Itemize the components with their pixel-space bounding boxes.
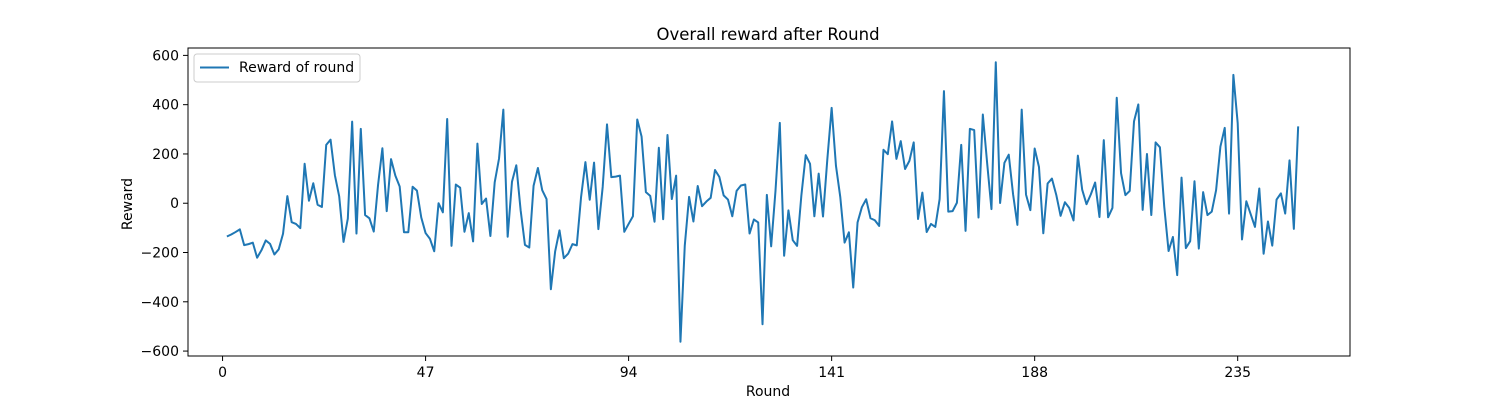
- y-tick-label: 600: [152, 48, 179, 64]
- x-tick-label: 188: [1021, 365, 1048, 381]
- y-tick-label: −400: [141, 295, 179, 311]
- legend-label: Reward of round: [239, 60, 354, 76]
- x-tick-label: 47: [417, 365, 435, 381]
- y-tick-label: 200: [152, 147, 179, 163]
- chart-title: Overall reward after Round: [656, 25, 879, 44]
- x-tick-label: 235: [1224, 365, 1251, 381]
- y-axis-label: Reward: [120, 178, 136, 230]
- legend-box: [193, 53, 361, 83]
- x-tick-label: 141: [818, 365, 845, 381]
- y-tick-label: 0: [170, 196, 179, 212]
- x-tick-label: 0: [218, 365, 227, 381]
- series-line-0: [226, 61, 1300, 343]
- y-tick-label: 400: [152, 98, 179, 114]
- y-tick-label: −600: [141, 344, 179, 360]
- plot-area: 0 47 94 141 188 235 −600 −400 −200 0 200 400 600: [141, 47, 1351, 381]
- plot-frame: [187, 47, 1351, 357]
- legend: Reward of round: [193, 53, 361, 83]
- x-tick-label: 94: [620, 365, 638, 381]
- x-axis-label: Round: [746, 384, 790, 400]
- y-tick-label: −200: [141, 246, 179, 262]
